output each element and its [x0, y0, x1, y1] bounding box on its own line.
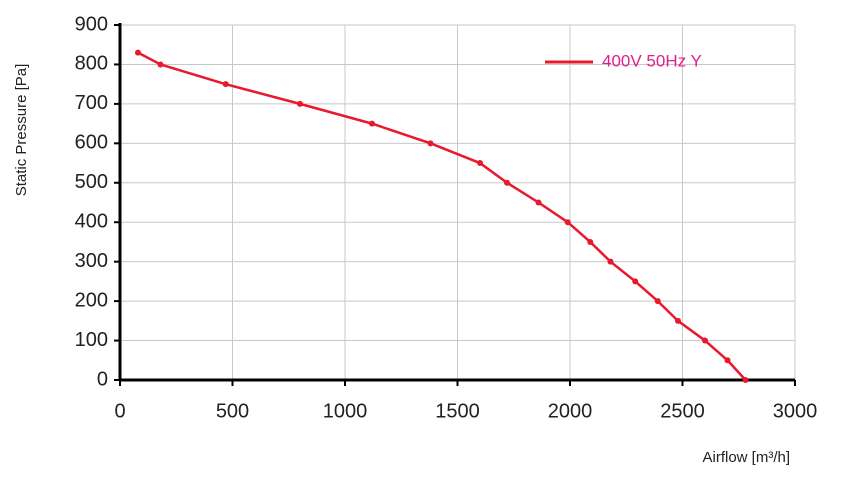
series-line	[137, 51, 747, 381]
x-tick-label: 0	[114, 400, 125, 422]
data-point	[654, 298, 661, 305]
data-point	[369, 120, 375, 127]
data-point	[427, 140, 434, 147]
x-tick-label: 3000	[773, 400, 818, 422]
data-point	[222, 81, 229, 88]
data-point	[535, 199, 542, 206]
legend-label: 400V 50Hz Y	[602, 51, 702, 70]
y-tick-label: 0	[97, 368, 108, 390]
data-point	[607, 258, 614, 265]
x-tick-label: 1500	[435, 400, 480, 422]
y-tick-label: 400	[75, 211, 108, 233]
y-tick-label: 300	[75, 250, 108, 272]
data-point	[477, 160, 483, 167]
data-point	[702, 337, 708, 344]
data-point	[297, 100, 303, 107]
x-tick-label: 2000	[548, 400, 593, 422]
x-tick-label: 1000	[323, 400, 368, 422]
data-point	[587, 238, 594, 245]
y-tick-label: 800	[75, 53, 108, 75]
y-tick-label: 900	[75, 13, 108, 35]
data-point	[504, 179, 510, 186]
data-point	[157, 61, 164, 68]
y-tick-label: 700	[75, 92, 108, 114]
x-tick-label: 2500	[660, 400, 705, 422]
y-tick-label: 100	[75, 329, 108, 351]
data-point	[675, 317, 681, 324]
data-point	[564, 219, 571, 226]
data-point	[135, 49, 141, 56]
x-axis-label: Airflow [m³/h]	[702, 449, 790, 466]
y-tick-label: 200	[75, 289, 108, 311]
data-point	[632, 278, 639, 285]
x-tick-label: 500	[216, 400, 249, 422]
data-point	[742, 377, 749, 383]
y-axis-label: Static Pressure [Pa]	[13, 64, 30, 197]
data-point	[724, 357, 731, 364]
y-tick-label: 500	[75, 171, 108, 193]
y-tick-label: 600	[75, 132, 108, 154]
